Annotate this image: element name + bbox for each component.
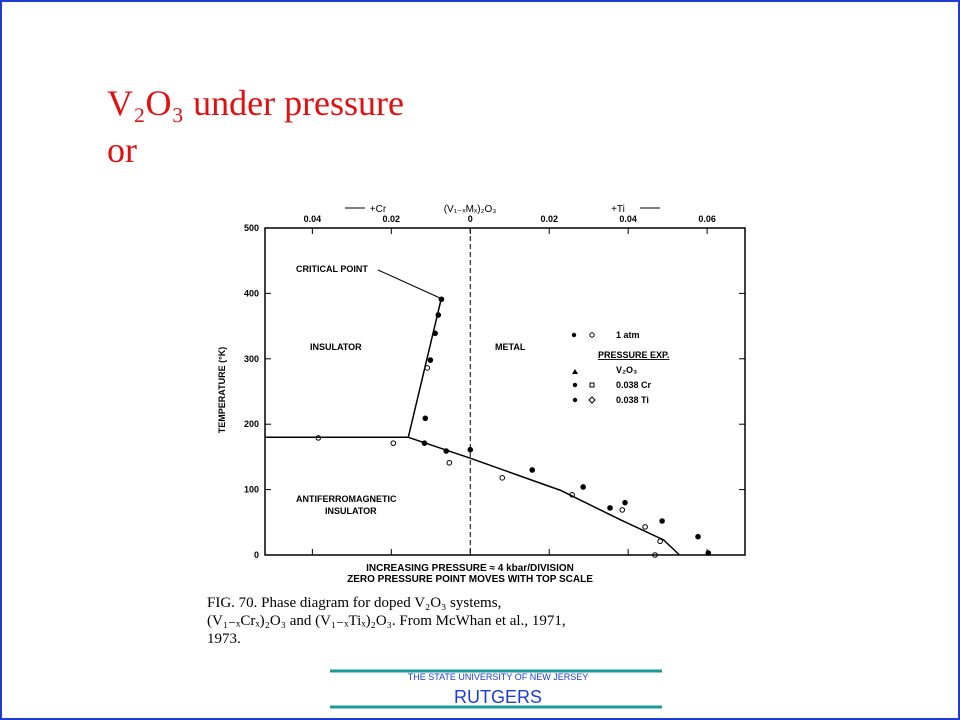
data-point — [446, 459, 453, 466]
legend-text: 0.038 Ti — [616, 395, 649, 405]
legend-text: V₂O₃ — [616, 365, 637, 375]
y-tick-label: 300 — [244, 354, 259, 364]
plot-frame — [264, 227, 746, 556]
legend-text: 0.038 Cr — [616, 380, 652, 390]
legend-symbol — [572, 369, 578, 374]
data-point — [421, 440, 428, 446]
data-point — [652, 552, 658, 558]
x-tick-label: 0 — [468, 214, 473, 224]
data-point — [607, 505, 613, 511]
data-point — [438, 296, 445, 303]
x-axis-label: INCREASING PRESSURE ≈ 4 kbar/DIVISION — [366, 563, 574, 574]
caption: 1973. — [207, 631, 241, 647]
x-axis-label: ZERO PRESSURE POINT MOVES WITH TOP SCALE — [347, 574, 593, 585]
data-point — [467, 446, 474, 453]
annotation: INSULATOR — [325, 506, 377, 516]
data-point — [642, 524, 648, 530]
data-point — [569, 492, 575, 498]
data-point — [659, 518, 665, 524]
y-tick-label: 0 — [254, 550, 259, 560]
data-point — [622, 499, 628, 506]
data-point — [390, 440, 397, 446]
data-point — [432, 330, 438, 337]
arrow-label: +Cr — [370, 204, 387, 215]
legend-symbol — [588, 396, 596, 404]
x-tick-label: 0.02 — [383, 214, 401, 224]
legend-text: PRESSURE EXP. — [598, 350, 669, 360]
data-point — [424, 365, 431, 371]
data-point — [529, 467, 536, 473]
data-point — [695, 533, 701, 540]
y-axis-label: TEMPERATURE (°K) — [217, 347, 227, 433]
caption: (V₁₋ₓCrₓ)₂O₃ and (V₁₋ₓTiₓ)₂O₃. From McWh… — [207, 613, 566, 629]
data-point — [435, 312, 442, 318]
x-tick-label: 0.04 — [619, 214, 637, 224]
y-tick-label: 100 — [244, 485, 259, 495]
annotation: INSULATOR — [310, 342, 362, 352]
footer-name: RUTGERS — [454, 687, 542, 707]
arrow-label: +Ti — [611, 204, 625, 215]
legend-symbol — [589, 382, 595, 388]
x-tick-label: 0.02 — [540, 214, 558, 224]
y-tick-label: 400 — [244, 288, 259, 298]
phase-boundary — [265, 297, 443, 439]
data-point — [315, 435, 322, 441]
data-point — [427, 357, 434, 363]
annotation: METAL — [495, 342, 526, 352]
phase-boundary — [408, 436, 680, 556]
legend-symbol — [589, 332, 595, 338]
annotation-pointer — [377, 269, 441, 299]
caption: FIG. 70. Phase diagram for doped V₂O₃ sy… — [207, 595, 501, 611]
data-point — [705, 550, 712, 556]
slide-title: V₂O₃ under pressure — [107, 83, 404, 123]
annotation: ANTIFERROMAGNETIC — [296, 494, 397, 504]
data-point — [443, 448, 449, 454]
x-tick-label: 0.04 — [304, 214, 322, 224]
x-tick-label: 0.06 — [698, 214, 716, 224]
legend-symbol — [571, 332, 577, 338]
slide-title: or — [107, 130, 137, 170]
data-point — [619, 507, 626, 513]
top-axis-label: (V₁₋ₓMₓ)₂O₃ — [444, 204, 497, 215]
data-point — [657, 538, 663, 545]
data-point — [499, 475, 506, 481]
annotation: CRITICAL POINT — [296, 264, 368, 274]
legend-symbol — [572, 397, 578, 403]
y-tick-label: 200 — [244, 419, 259, 429]
data-point — [422, 415, 429, 422]
footer-university: THE STATE UNIVERSITY OF NEW JERSEY — [408, 672, 589, 682]
data-point — [580, 484, 586, 490]
y-tick-label: 500 — [244, 223, 259, 233]
legend-text: 1 atm — [616, 330, 640, 340]
legend-symbol — [572, 382, 578, 388]
